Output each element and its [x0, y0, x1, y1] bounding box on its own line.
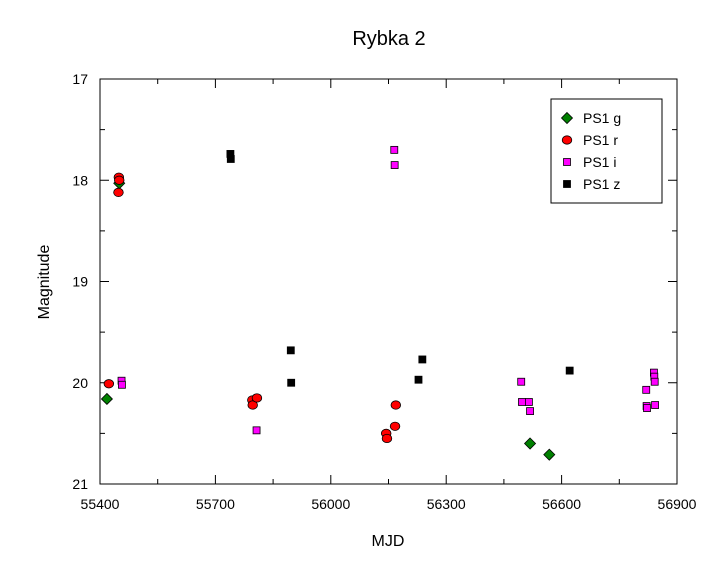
data-point	[103, 379, 115, 389]
x-tick-label: 56300	[427, 496, 466, 512]
legend: PS1 g PS1 r PS1 i PS1 z	[550, 98, 663, 204]
legend-label: PS1 r	[583, 132, 618, 148]
x-tick-label: 56600	[542, 496, 581, 512]
legend-item: PS1 z	[563, 176, 620, 192]
data-point	[642, 385, 651, 394]
data-point	[643, 404, 651, 412]
data-point	[381, 433, 393, 444]
y-tick-label: 20	[72, 375, 88, 391]
legend-item: PS1 g	[560, 110, 621, 126]
data-point	[286, 346, 295, 355]
data-point	[252, 426, 261, 435]
x-tick-label: 55400	[81, 496, 120, 512]
legend-marker	[560, 111, 574, 125]
x-tick-label: 56000	[311, 496, 350, 512]
data-point	[114, 175, 125, 185]
data-point	[565, 366, 574, 375]
series-ps1-g	[100, 177, 556, 461]
data-point	[287, 378, 296, 387]
series-ps1-i	[117, 145, 659, 435]
data-point	[389, 421, 401, 431]
axis-tick-labels: 55400 55700 56000 56300 56600 56900 17 18 19 20 21	[72, 71, 696, 512]
series-ps1-z	[226, 150, 574, 387]
legend-marker	[563, 158, 571, 166]
legend-label: PS1 g	[583, 110, 621, 126]
y-tick-label: 17	[72, 71, 88, 87]
x-axis-label: MJD	[372, 533, 405, 550]
legend-item: PS1 i	[563, 154, 616, 170]
y-axis-label: Magnitude	[36, 245, 53, 320]
legend-label: PS1 z	[583, 176, 620, 192]
y-tick-label: 19	[72, 274, 88, 290]
data-point	[390, 145, 399, 154]
data-point	[118, 380, 126, 389]
data-point	[526, 407, 534, 416]
data-point	[523, 437, 537, 450]
data-point	[518, 398, 526, 406]
data-point	[100, 392, 113, 406]
data-point	[418, 355, 427, 364]
data-point	[251, 393, 263, 403]
data-point	[414, 375, 423, 384]
legend-marker	[561, 135, 573, 145]
legend-label: PS1 i	[583, 154, 616, 170]
x-tick-label: 55700	[196, 496, 235, 512]
legend-item: PS1 r	[561, 132, 618, 148]
axis-ticks	[99, 78, 678, 485]
data-point	[390, 161, 399, 169]
data-point	[390, 400, 402, 410]
data-point	[113, 187, 124, 197]
y-tick-label: 18	[72, 172, 88, 188]
data-point	[517, 377, 526, 386]
data-point	[651, 401, 659, 409]
y-tick-label: 21	[72, 476, 88, 492]
legend-marker	[563, 180, 571, 188]
data-point	[226, 155, 235, 163]
x-tick-label: 56900	[658, 496, 697, 512]
data-point	[543, 448, 556, 461]
data-points	[100, 145, 659, 461]
series-ps1-r	[103, 172, 402, 444]
chart-title: Rybka 2	[352, 28, 425, 50]
data-point	[650, 377, 659, 386]
data-point	[247, 400, 258, 410]
data-point	[525, 398, 533, 406]
